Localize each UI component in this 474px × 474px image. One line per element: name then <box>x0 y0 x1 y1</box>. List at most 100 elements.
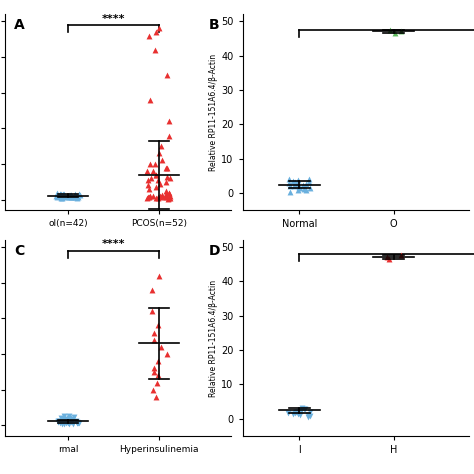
Point <box>158 157 166 164</box>
Point <box>71 193 78 201</box>
Point <box>55 192 62 200</box>
Point <box>158 191 166 199</box>
Point <box>286 179 293 187</box>
Point <box>59 416 67 424</box>
Point <box>66 417 74 425</box>
Point <box>60 191 68 198</box>
Point <box>59 191 66 198</box>
Point <box>164 164 171 172</box>
Point <box>296 411 304 419</box>
Point <box>53 190 61 197</box>
Point <box>62 419 70 427</box>
Point <box>68 191 75 199</box>
Point <box>152 183 159 191</box>
Point <box>154 357 162 365</box>
Point <box>156 193 164 201</box>
Point <box>163 187 170 195</box>
Point <box>291 409 298 417</box>
Point <box>294 186 302 193</box>
Text: D: D <box>209 244 220 258</box>
Point <box>59 191 67 199</box>
Point <box>155 150 163 157</box>
Point <box>62 417 69 425</box>
Point <box>58 419 65 426</box>
Point <box>144 193 152 201</box>
Point <box>306 412 314 420</box>
Point <box>294 176 302 184</box>
Point <box>298 404 306 411</box>
Text: C: C <box>14 244 24 258</box>
Point <box>297 406 304 414</box>
Point <box>289 177 297 184</box>
Point <box>165 118 173 125</box>
Point <box>397 252 405 259</box>
Point <box>75 190 83 198</box>
Point <box>53 192 60 200</box>
Point <box>163 350 171 358</box>
Point <box>301 185 308 193</box>
Point <box>149 386 156 393</box>
Point <box>57 193 65 201</box>
Point <box>76 191 83 199</box>
Point <box>163 192 170 200</box>
Point <box>73 192 81 200</box>
Point <box>290 410 297 418</box>
Point <box>144 182 152 189</box>
Point <box>64 418 71 426</box>
Point <box>166 194 174 201</box>
Point <box>155 194 162 202</box>
Point <box>70 192 78 200</box>
Point <box>304 411 311 419</box>
Point <box>293 408 301 416</box>
Point <box>156 192 164 200</box>
Point <box>57 190 64 198</box>
Point <box>60 418 67 425</box>
Point <box>155 372 162 379</box>
Point <box>150 336 158 344</box>
Point <box>397 27 404 35</box>
Point <box>286 182 293 190</box>
Point <box>290 182 298 190</box>
Point <box>59 191 66 199</box>
Point <box>292 408 300 415</box>
Point <box>155 193 162 201</box>
Point <box>146 193 153 201</box>
Point <box>148 174 155 182</box>
Y-axis label: Relative RP11-151A6.4/β-Actin: Relative RP11-151A6.4/β-Actin <box>210 54 219 171</box>
Point <box>60 416 67 423</box>
Point <box>72 418 80 425</box>
Point <box>73 419 81 427</box>
Point <box>60 191 67 199</box>
Point <box>68 418 75 426</box>
Point <box>156 180 164 188</box>
Point <box>153 379 161 386</box>
Point <box>150 329 158 337</box>
Point <box>162 178 170 186</box>
Point <box>302 187 310 194</box>
Point <box>146 160 154 168</box>
Point <box>285 175 292 182</box>
Point <box>54 417 62 425</box>
Point <box>58 420 66 428</box>
Point <box>55 417 63 425</box>
Point <box>295 182 303 190</box>
Point <box>60 193 67 201</box>
Point <box>57 194 65 201</box>
Point <box>294 410 301 418</box>
Point <box>63 416 70 423</box>
Point <box>146 96 154 104</box>
Point <box>56 192 64 200</box>
Point <box>386 26 393 34</box>
Point <box>60 412 68 420</box>
Point <box>300 181 307 189</box>
Point <box>59 192 67 200</box>
Point <box>56 419 64 426</box>
Point <box>305 178 312 185</box>
Point <box>166 192 173 200</box>
Point <box>64 193 72 201</box>
Point <box>73 418 81 426</box>
Point <box>163 193 170 201</box>
Point <box>383 253 391 261</box>
Text: B: B <box>209 18 219 32</box>
Point <box>151 46 159 54</box>
